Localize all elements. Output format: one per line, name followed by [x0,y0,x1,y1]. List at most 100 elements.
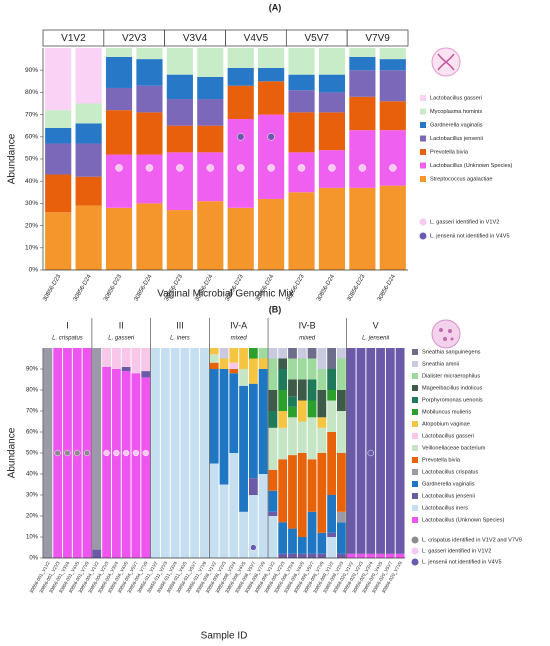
bar-segment [105,154,133,208]
bar-segment [385,553,395,558]
bar-segment [248,478,258,495]
group-label: V3V4 [183,33,208,44]
bar-segment [248,358,258,384]
y-tick-label: 50% [26,451,39,457]
bar-segment [151,348,160,558]
legend-label: Sneathia sanguinegens [422,349,481,355]
bar-segment [209,348,219,355]
legend-label: Porphyromonas uenonis [422,397,483,403]
legend-swatch [412,457,418,463]
bar-segment [229,369,239,374]
group-label: III [176,320,184,330]
bar-segment [92,549,102,558]
legend-swatch [412,385,418,391]
bar-segment [327,537,337,558]
bar-segment [102,348,111,367]
bar-segment [376,553,385,558]
bar-segment [337,511,346,523]
bar-segment [337,358,346,390]
bar-segment [92,348,102,550]
legend-label: Lactobacillus gasseri [422,433,474,439]
marker [122,449,130,457]
legend-label: L. jensenii not identified in V4V5 [422,559,502,565]
bar-segment [307,511,317,554]
bar-segment [141,377,151,558]
y-axis-label: Abundance [7,133,18,184]
bar-segment [268,469,278,491]
legend-label: Atopobium vaginae [422,421,470,427]
icon-b [431,319,461,349]
bar-segment [288,379,297,397]
bar-segment [209,362,219,369]
y-tick-label: 90% [26,367,39,373]
marker [74,449,81,457]
bar-segment [288,406,297,418]
x-tick-label: 30856-D24 [73,273,93,302]
bar-segment [327,532,337,537]
bar-segment [268,390,278,411]
bar-segment [379,70,406,102]
y-tick-label: 60% [25,134,38,141]
legend-swatch [412,493,418,499]
group-label: V4V5 [244,33,269,44]
bar-segment [248,383,258,479]
group-label: V7V9 [365,33,390,44]
bar-segment [209,354,219,363]
legend-swatch [412,409,418,415]
y-axis-label: Abundance [7,427,18,478]
legend-label: L. gasseri identified in V1V2 [430,219,499,225]
legend-marker [419,218,427,226]
bar-segment [349,70,376,97]
marker [206,164,215,172]
bar-segment [268,490,278,512]
y-tick-label: 90% [25,67,38,74]
legend-label: Lactobacillus (Unknown Species) [430,163,513,169]
group-label: V5V7 [305,33,330,44]
bar-segment [45,127,72,144]
legend-label: L. crispatus identified in V1V2 and V7V9 [422,537,522,543]
bar-segment [278,427,288,460]
bar-segment [297,379,307,401]
bar-segment [288,358,297,380]
bar-segment [288,112,315,153]
bar-segment [318,74,346,93]
bar-segment [197,152,224,202]
icon-a [431,47,461,77]
marker [236,133,245,141]
bar-segment [170,348,180,558]
bar-segment [229,362,239,369]
bar-segment [136,203,163,270]
x-axis-label: Sample ID [201,631,248,642]
bar-segment [45,212,72,270]
bar-segment [318,92,346,113]
bar-segment [180,348,190,558]
legend-swatch [412,517,418,523]
legend-label: L. jensenii not identified in V4V5 [430,233,510,239]
bar-segment [239,511,248,558]
bar-segment [197,99,224,126]
group-header-box [346,29,409,47]
bar-segment [166,99,193,126]
y-tick-label: 10% [26,535,39,541]
bar-segment [197,76,224,100]
bar-segment [268,411,278,428]
bar-segment [349,56,376,71]
bar-segment [356,348,366,554]
bar-segment [209,463,219,558]
bar-segment [327,432,337,495]
bar-segment [278,348,288,359]
bar-segment [136,48,163,60]
bar-segment [105,87,133,111]
bar-segment [136,59,163,86]
marker [389,164,397,172]
group-subtitle: mixed [231,336,248,342]
legend-swatch [420,122,426,128]
legend-label: Mycoplasma hominis [430,109,482,115]
legend-label: Gardnerella vaginalis [422,481,475,487]
bar-segment [111,348,121,369]
legend-label: Prevotella bivia [430,149,469,155]
legend-label: Lactobacillus gasseri [430,95,482,101]
bar-segment [141,371,151,378]
legend-swatch [412,481,418,487]
